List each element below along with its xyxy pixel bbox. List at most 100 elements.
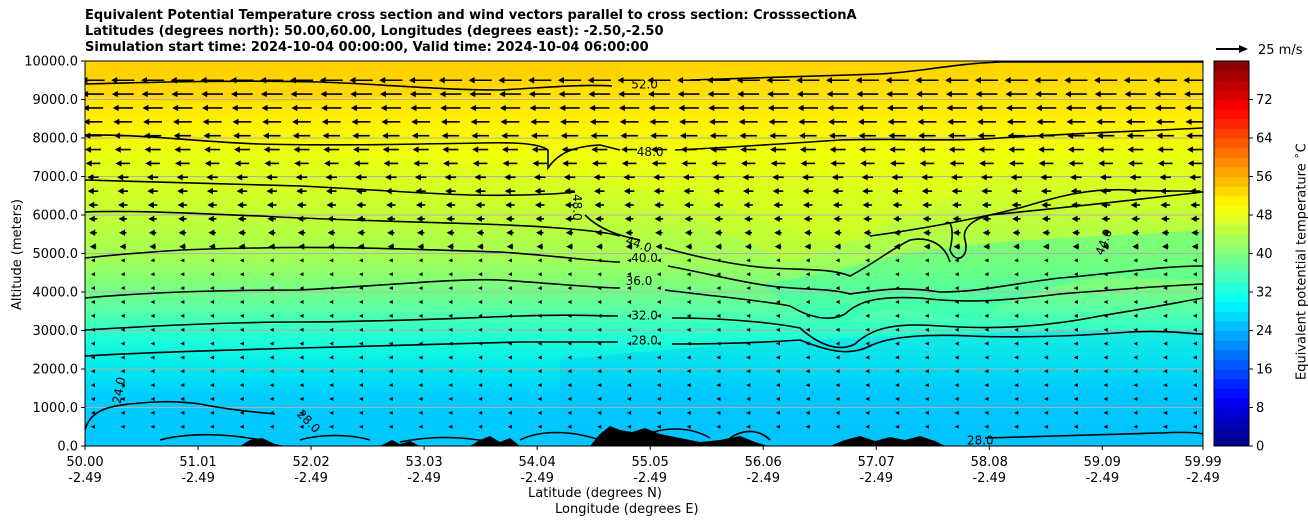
wind-arrowhead (835, 327, 840, 332)
wind-arrowhead (627, 313, 632, 318)
wind-arrowhead (1067, 146, 1074, 153)
wind-arrowhead (204, 160, 211, 167)
wind-arrowhead (266, 174, 273, 181)
wind-arrowhead (1103, 369, 1108, 374)
wind-arrowhead (1133, 355, 1138, 360)
wind-arrowhead (984, 424, 989, 429)
wind-arrowhead (984, 258, 989, 263)
wind-arrowhead (141, 90, 148, 98)
wind-arrowhead (624, 201, 631, 209)
wind-arrowhead (799, 146, 806, 153)
wind-arrowhead (118, 215, 125, 223)
contour-line (85, 330, 1203, 357)
wind-arrowhead (829, 146, 836, 153)
wind-arrowhead (1014, 286, 1019, 291)
wind-arrowhead (1125, 118, 1132, 126)
wind-arrowhead (385, 174, 392, 181)
colorbar-step (1214, 195, 1249, 206)
wind-arrowhead (1163, 272, 1168, 277)
colorbar-tick-label: 40 (1256, 247, 1273, 262)
wind-arrowhead (802, 174, 809, 181)
wind-arrowhead (647, 77, 654, 84)
wind-arrowhead (269, 286, 274, 291)
wind-arrowhead (654, 215, 661, 223)
wind-arrowhead (888, 132, 895, 139)
wind-arrowhead (239, 397, 244, 402)
wind-arrowhead (1073, 397, 1078, 402)
wind-arrowhead (1193, 424, 1197, 429)
wind-arrowhead (111, 90, 118, 98)
wind-arrowhead (357, 229, 364, 236)
wind-arrowhead (140, 77, 147, 84)
wind-arrowhead (711, 160, 718, 167)
wind-arrowhead (776, 341, 781, 346)
wind-arrowhead (119, 243, 126, 250)
y-tick-label: 9000.0 (33, 93, 79, 108)
contour-line (984, 431, 1203, 439)
wind-arrowhead (1073, 327, 1078, 332)
wind-arrowhead (1163, 383, 1168, 388)
wind-arrowhead (981, 187, 988, 195)
colorbar-step (1214, 417, 1249, 428)
wind-arrowhead (656, 397, 661, 402)
contour-label-group: 52.0 (631, 78, 658, 92)
wind-arrowhead (418, 272, 423, 277)
y-tick-label: 6000.0 (33, 209, 79, 224)
colorbar-step (1214, 407, 1249, 418)
wind-arrowhead (865, 397, 870, 402)
wind-arrowhead (686, 355, 691, 360)
y-axis: 0.0 1000.0 2000.0 3000.0 4000.0 5000.0 6000.0 7… (24, 55, 85, 455)
wind-arrowhead (954, 369, 959, 374)
wind-arrowhead (499, 90, 506, 98)
wind-arrowhead (114, 146, 121, 153)
wind-arrowhead (828, 118, 835, 126)
wind-arrowhead (1044, 258, 1049, 263)
wind-arrowhead (1133, 383, 1138, 388)
wind-arrowhead (293, 146, 300, 153)
wind-arrowhead (120, 410, 125, 415)
wind-arrowhead (448, 383, 453, 388)
wind-arrowhead (709, 132, 716, 139)
wind-arrowhead (1186, 132, 1193, 139)
x-tick-label-lon: -2.49 (1186, 471, 1220, 486)
wind-arrowhead (774, 229, 781, 236)
wind-arrowhead (923, 229, 930, 236)
wind-arrowhead (262, 118, 269, 126)
wind-arrowhead (591, 146, 598, 153)
wind-arrowhead (1071, 201, 1078, 209)
wind-arrowhead (468, 77, 475, 84)
wind-arrowhead (945, 90, 952, 98)
wind-arrowhead (537, 258, 542, 263)
y-tick-label: 2000.0 (33, 363, 79, 378)
wind-arrowhead (715, 243, 722, 250)
wind-arrowhead (566, 243, 573, 250)
wind-arrowhead (739, 132, 746, 139)
wind-arrowhead (1157, 146, 1164, 153)
wind-arrowhead (625, 229, 632, 236)
wind-arrowhead (292, 118, 299, 126)
x-tick-label-lat: 52.02 (292, 455, 329, 470)
wind-arrowhead (1190, 201, 1197, 209)
wind-arrowhead (859, 146, 866, 153)
wind-arrowhead (1066, 118, 1073, 126)
wind-arrowhead (180, 258, 185, 263)
wind-arrowhead (857, 104, 864, 112)
wind-arrowhead (1163, 286, 1168, 291)
wind-arrowhead (656, 383, 661, 388)
wind-arrowhead (269, 383, 274, 388)
contour-label: 24.0 (110, 376, 128, 405)
wind-arrowhead (977, 132, 984, 139)
wind-arrowhead (1133, 313, 1138, 318)
colorbar-step (1214, 224, 1249, 235)
wind-arrowhead (269, 258, 274, 263)
wind-arrowhead (740, 146, 747, 153)
wind-arrowhead (532, 160, 539, 167)
wind-arrowhead (115, 160, 122, 167)
wind-arrowhead (865, 341, 870, 346)
wind-arrowhead (954, 327, 959, 332)
wind-arrowhead (865, 355, 870, 360)
wind-arrowhead (353, 146, 360, 153)
wind-arrowhead (292, 132, 299, 139)
wind-arrowhead (507, 341, 512, 346)
